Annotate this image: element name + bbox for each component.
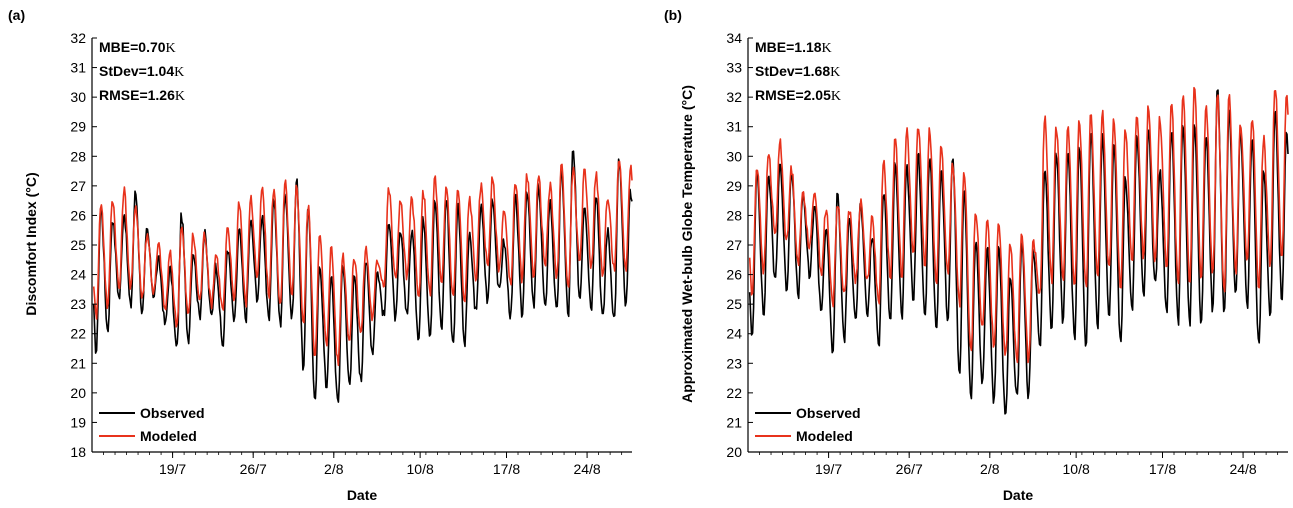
panel-b-y-tick-label: 20 (726, 444, 742, 460)
panel-a-y-tick-label: 32 (70, 30, 86, 46)
panel-b-stats: MBE=1.18K StDev=1.68K RMSE=2.05K (755, 39, 841, 104)
panel-a-y-tick-label: 26 (70, 207, 86, 223)
panel-b-stat-rmse: RMSE=2.05K (755, 87, 841, 104)
panel-a-y-tick-label: 27 (70, 178, 86, 194)
panel-a-y-tick-label: 18 (70, 444, 86, 460)
panel-b-y-tick-label: 33 (726, 60, 742, 76)
panel-a-stat-rmse: RMSE=1.26K (99, 87, 185, 104)
panel-a-y-tick-label: 28 (70, 148, 86, 164)
panel-a-series-modeled (92, 160, 633, 367)
panel-a-x-tick-label: 2/8 (324, 461, 344, 477)
panel-b-y-tick-label: 22 (726, 385, 742, 401)
panel-b-y-tick-label: 30 (726, 148, 742, 164)
panel-a: (a) 18 19 20 21 22 23 24 25 26 27 28 29 30 31 32 19/7 26… (8, 7, 633, 503)
panel-b-y-tick-label: 28 (726, 207, 742, 223)
panel-a-label: (a) (8, 7, 25, 23)
panel-a-stat-mbe: MBE=0.70K (99, 39, 176, 56)
panel-a-x-axis-title: Date (347, 487, 378, 503)
panel-a-y-tick-label: 23 (70, 296, 86, 312)
panel-b-y-tick-label: 25 (726, 296, 742, 312)
panel-a-stats: MBE=0.70K StDev=1.04K RMSE=1.26K (99, 39, 185, 104)
panel-b-x-axis-title: Date (1003, 487, 1034, 503)
panel-b-x-tick-label: 26/7 (896, 461, 923, 477)
panel-b-x-tick-label: 19/7 (815, 461, 842, 477)
panel-b-stat-stdev: StDev=1.68K (755, 63, 840, 80)
panel-b-series-modeled (748, 86, 1289, 364)
panel-b-x-tick-label: 17/8 (1149, 461, 1176, 477)
panel-b-y-tick-label: 29 (726, 178, 742, 194)
panel-b-y-tick-label: 24 (726, 326, 742, 342)
panel-b-y-tick-label: 31 (726, 119, 742, 135)
panel-a-x-tick-label: 10/8 (407, 461, 434, 477)
panel-a-y-tick-label: 21 (70, 355, 86, 371)
panel-a-stat-stdev: StDev=1.04K (99, 63, 184, 80)
panel-a-y-tick-label: 19 (70, 414, 86, 430)
panel-a-x-tick-label: 26/7 (240, 461, 267, 477)
panel-a-legend-observed-label: Observed (140, 405, 205, 421)
panel-a-legend-modeled-label: Modeled (140, 428, 197, 444)
panel-b-legend-modeled-label: Modeled (796, 428, 853, 444)
panel-b-stat-mbe: MBE=1.18K (755, 39, 832, 56)
panel-b: (b) 20 21 22 23 24 25 26 27 28 29 30 31 32 33 34 19/7 26… (664, 7, 1289, 503)
panel-b-x-tick-label: 2/8 (980, 461, 1000, 477)
panel-b-x-tick-label: 24/8 (1229, 461, 1256, 477)
panel-a-y-tick-label: 24 (70, 267, 86, 283)
panel-b-y-tick-label: 26 (726, 267, 742, 283)
panel-a-x-tick-label: 17/8 (493, 461, 520, 477)
panel-b-label: (b) (664, 7, 682, 23)
panel-a-y-tick-label: 30 (70, 89, 86, 105)
panel-a-x-tick-label: 19/7 (159, 461, 186, 477)
panel-b-legend: Observed Modeled (755, 405, 861, 444)
panel-b-y-tick-label: 32 (726, 89, 742, 105)
panel-b-legend-observed-label: Observed (796, 405, 861, 421)
panel-a-y-tick-label: 20 (70, 385, 86, 401)
panel-a-x-tick-label: 24/8 (573, 461, 600, 477)
panel-b-y-tick-label: 34 (726, 30, 742, 46)
panel-a-y-tick-label: 25 (70, 237, 86, 253)
panel-b-y-tick-label: 23 (726, 355, 742, 371)
panel-b-x-tick-label: 10/8 (1063, 461, 1090, 477)
panel-a-y-tick-label: 29 (70, 119, 86, 135)
panel-b-y-tick-label: 21 (726, 414, 742, 430)
panel-b-y-tick-label: 27 (726, 237, 742, 253)
panel-a-y-tick-label: 22 (70, 326, 86, 342)
panel-a-y-axis-title: Discomfort Index (°C) (23, 172, 39, 315)
panel-a-y-tick-label: 31 (70, 60, 86, 76)
panel-a-legend: Observed Modeled (99, 405, 205, 444)
panel-b-y-axis-title: Approximated Wet-bulb Globe Temperature … (679, 85, 695, 403)
